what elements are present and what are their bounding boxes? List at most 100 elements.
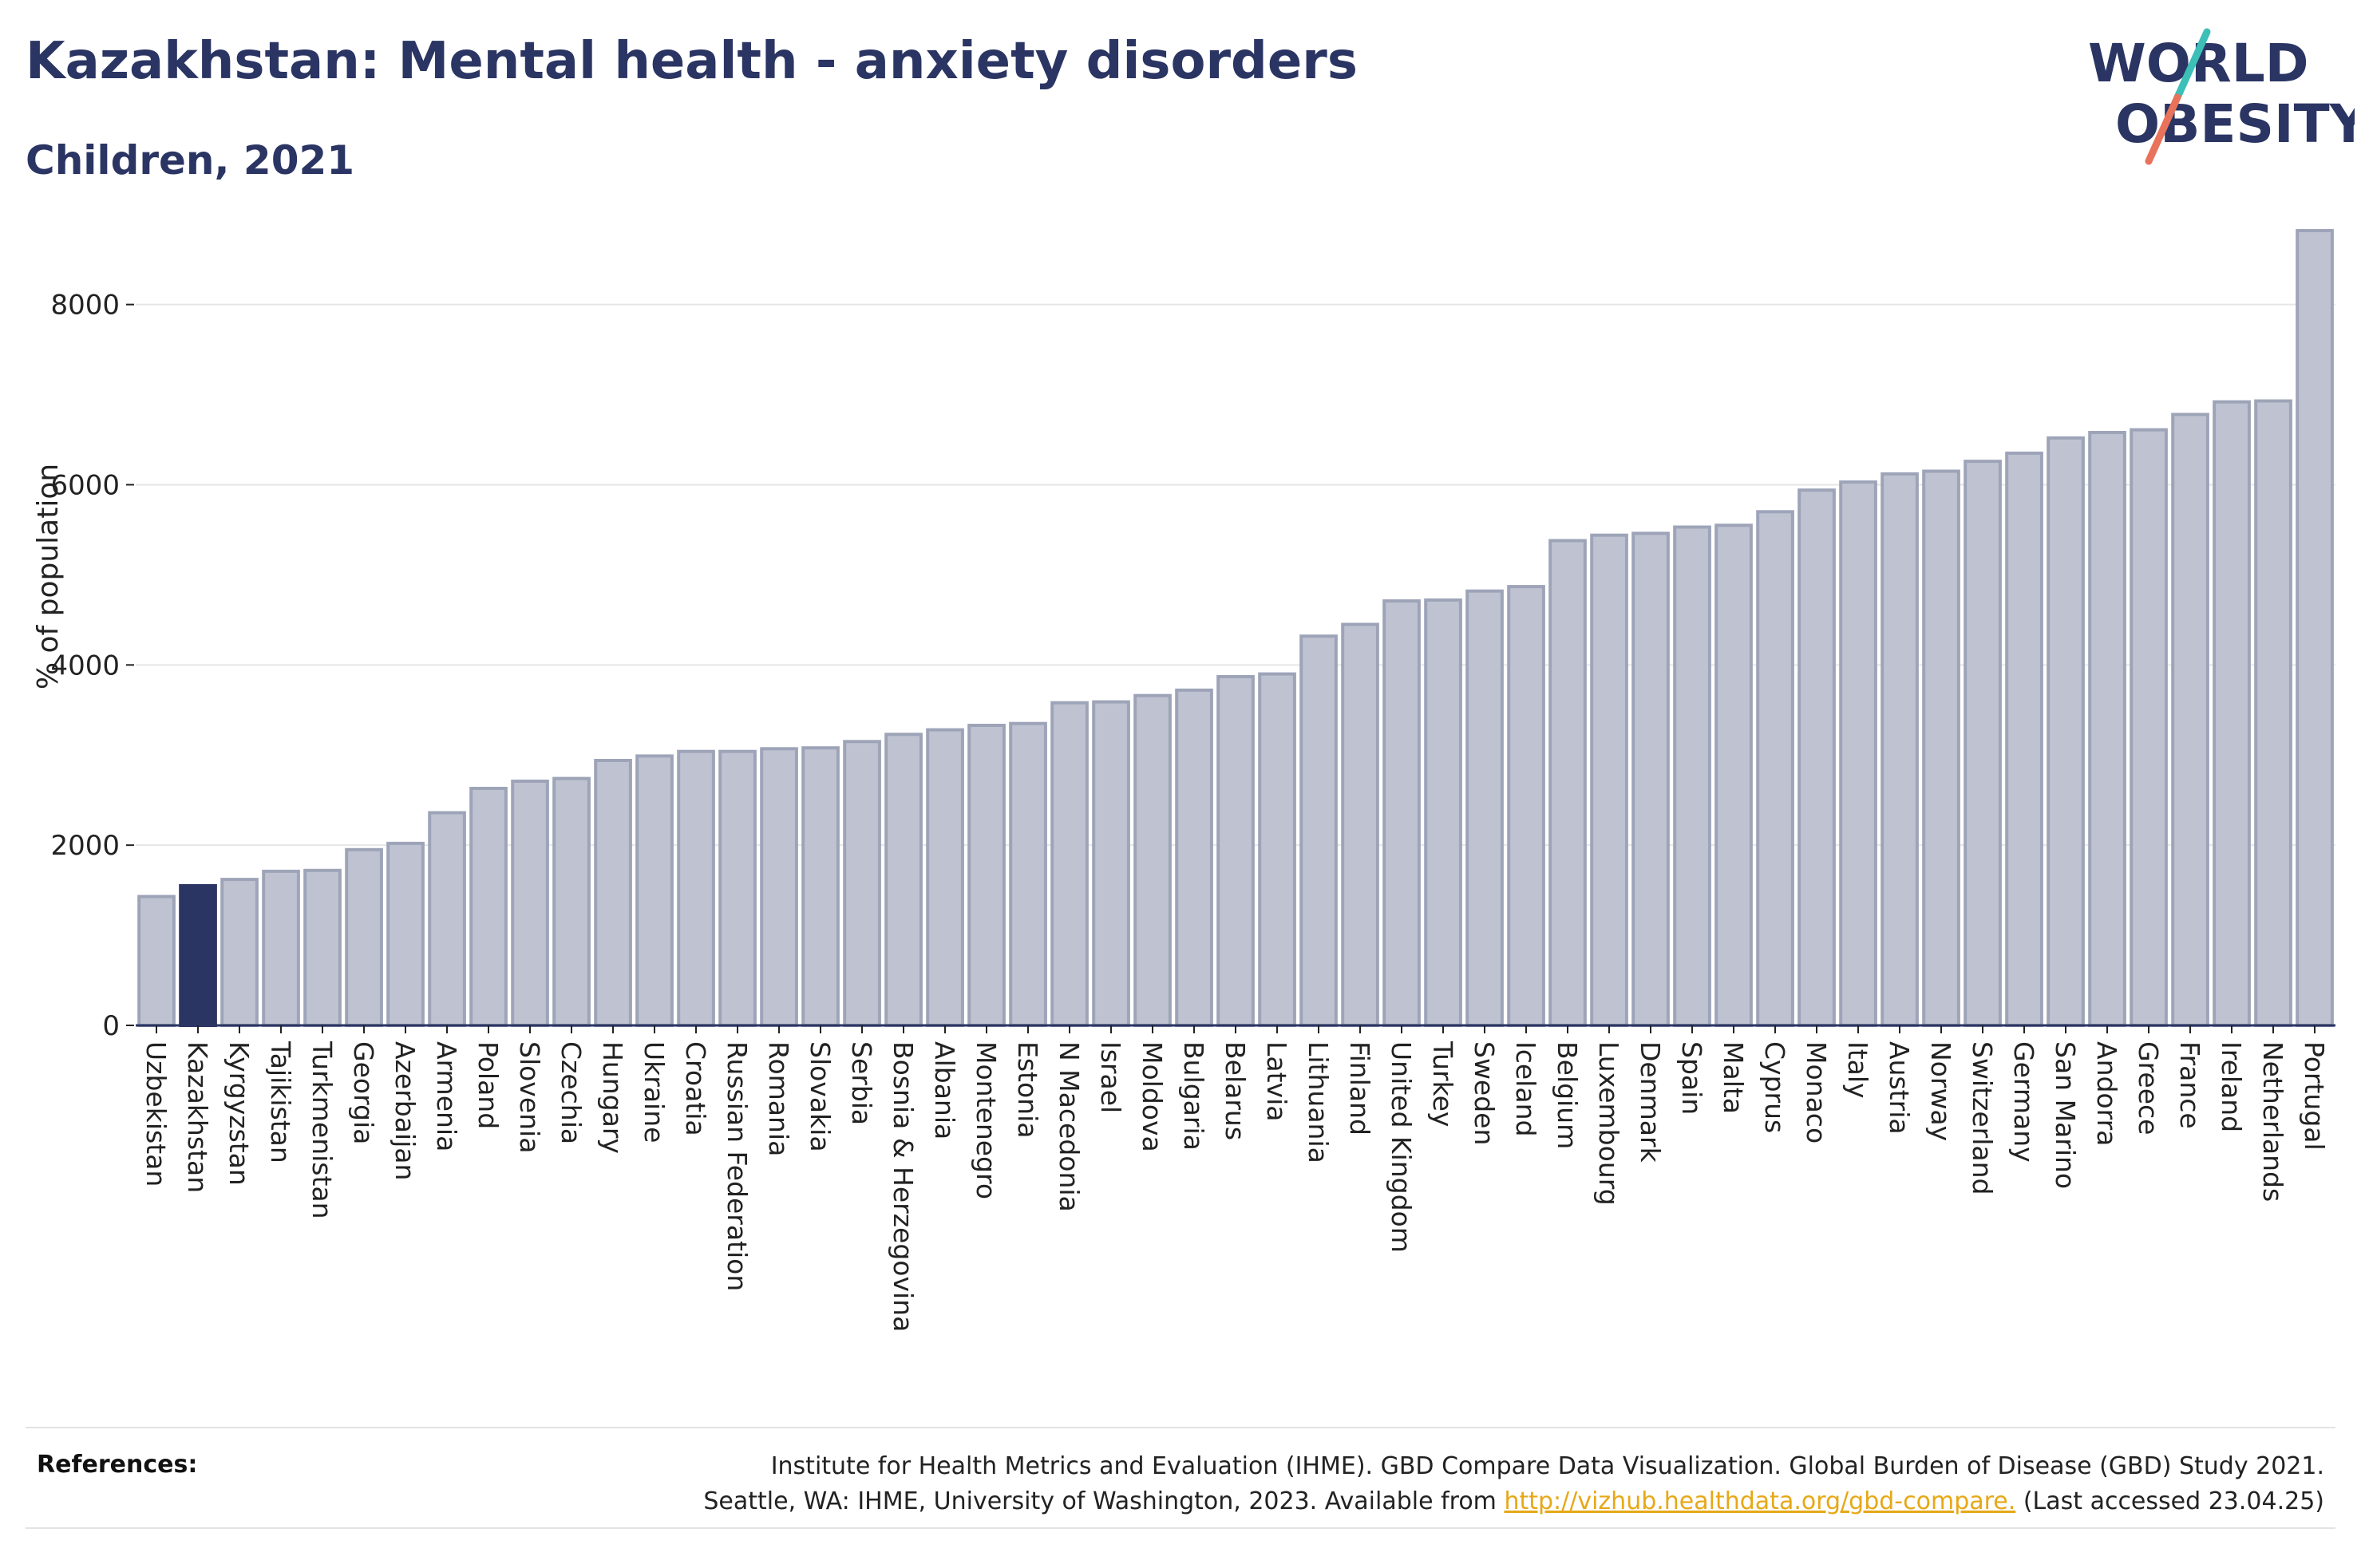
bar-luxembourg[interactable] (1590, 533, 1628, 1027)
bar-montenegro[interactable] (967, 724, 1006, 1027)
bar-slovenia[interactable] (511, 780, 549, 1027)
bar-azerbaijan[interactable] (386, 841, 425, 1028)
bar-denmark[interactable] (1631, 531, 1670, 1027)
x-tick-label-romania: Romania (763, 1041, 794, 1156)
x-tick-label-georgia: Georgia (348, 1041, 379, 1144)
bar-norway[interactable] (1922, 469, 1960, 1027)
y-tick-label-6000: 6000 (50, 469, 120, 501)
logo-slash-bottom (2145, 93, 2181, 165)
logo-slash-top (2173, 28, 2211, 101)
x-tick-label-kyrgyzstan: Kyrgyzstan (223, 1041, 255, 1186)
bar-portugal[interactable] (2296, 229, 2334, 1027)
bar-france[interactable] (2171, 413, 2209, 1027)
bar-lithuania[interactable] (1299, 634, 1338, 1027)
bar-poland[interactable] (469, 787, 508, 1027)
bar-germany[interactable] (2005, 451, 2043, 1027)
bar-turkey[interactable] (1424, 598, 1462, 1027)
bar-czechia[interactable] (552, 776, 591, 1027)
bar-n-macedonia[interactable] (1050, 701, 1089, 1027)
x-tick-label-belgium: Belgium (1552, 1041, 1583, 1149)
bar-ireland[interactable] (2213, 400, 2251, 1028)
bar-romania[interactable] (760, 747, 798, 1027)
x-tick-label-united-kingdom: United Kingdom (1386, 1041, 1417, 1253)
x-tick-label-ireland: Ireland (2216, 1041, 2247, 1132)
bar-bosnia-herzegovina[interactable] (884, 733, 923, 1027)
x-tick-label-moldova: Moldova (1137, 1041, 1168, 1152)
bar-hungary[interactable] (594, 759, 632, 1027)
x-tick-label-malta: Malta (1718, 1041, 1749, 1114)
x-tick-label-portugal: Portugal (2299, 1041, 2330, 1151)
world-obesity-logo: WORLD OBESITY (2088, 28, 2355, 165)
bar-slovakia[interactable] (801, 746, 840, 1027)
references-line-2-suffix: (Last accessed 23.04.25) (2015, 1487, 2324, 1515)
y-tick-label-0: 0 (102, 1010, 120, 1042)
bar-monaco[interactable] (1797, 488, 1836, 1027)
references-panel: References: Institute for Health Metrics… (26, 1427, 2335, 1529)
bar-albania[interactable] (926, 728, 964, 1027)
references-text: Institute for Health Metrics and Evaluat… (703, 1449, 2324, 1519)
x-tick-label-armenia: Armenia (431, 1041, 462, 1151)
x-tick-label-andorra: Andorra (2091, 1041, 2122, 1146)
bar-serbia[interactable] (843, 740, 881, 1027)
bar-sweden[interactable] (1465, 589, 1504, 1027)
bar-ukraine[interactable] (635, 754, 674, 1028)
x-tick-label-tajikistan: Tajikistan (265, 1041, 296, 1163)
x-tick-label-france: France (2174, 1041, 2205, 1129)
x-tick-label-lithuania: Lithuania (1303, 1041, 1334, 1163)
bar-moldova[interactable] (1133, 693, 1172, 1027)
bar-croatia[interactable] (677, 749, 715, 1027)
bar-armenia[interactable] (428, 811, 466, 1027)
references-line-2: Seattle, WA: IHME, University of Washing… (703, 1484, 2324, 1519)
bar-kyrgyzstan[interactable] (220, 878, 259, 1027)
y-tick-label-8000: 8000 (50, 290, 120, 322)
bar-uzbekistan[interactable] (137, 895, 176, 1027)
bar-netherlands[interactable] (2254, 399, 2292, 1027)
bar-united-kingdom[interactable] (1382, 599, 1421, 1028)
bar-israel[interactable] (1092, 700, 1130, 1027)
bar-san-marino[interactable] (2047, 436, 2085, 1027)
bar-latvia[interactable] (1258, 672, 1296, 1027)
references-label: References: (37, 1451, 198, 1479)
bar-spain[interactable] (1673, 525, 1711, 1027)
x-tick-label-netherlands: Netherlands (2257, 1041, 2288, 1202)
bar-estonia[interactable] (1009, 721, 1047, 1027)
bar-switzerland[interactable] (1964, 460, 2002, 1028)
x-tick-label-albania: Albania (929, 1041, 960, 1139)
x-tick-label-germany: Germany (2008, 1041, 2039, 1163)
x-tick-label-iceland: Iceland (1510, 1041, 1541, 1136)
bar-turkmenistan[interactable] (303, 868, 342, 1027)
references-link[interactable]: http://vizhub.healthdata.org/gbd-compare… (1504, 1487, 2016, 1515)
bar-andorra[interactable] (2088, 431, 2126, 1027)
x-tick-label-n-macedonia: N Macedonia (1054, 1041, 1085, 1212)
x-tick-label-italy: Italy (1842, 1041, 1873, 1099)
logo-line-world: WORLD (2088, 33, 2309, 94)
bar-greece[interactable] (2130, 428, 2168, 1028)
bar-belarus[interactable] (1216, 675, 1255, 1027)
x-tick-label-bulgaria: Bulgaria (1178, 1041, 1209, 1151)
bar-austria[interactable] (1880, 472, 1919, 1027)
x-tick-label-uzbekistan: Uzbekistan (140, 1041, 172, 1187)
chart-subtitle: Children, 2021 (26, 137, 355, 184)
bar-cyprus[interactable] (1756, 510, 1794, 1027)
bar-georgia[interactable] (345, 847, 383, 1027)
bar-malta[interactable] (1714, 523, 1753, 1027)
x-tick-label-belarus: Belarus (1220, 1041, 1251, 1140)
bar-finland[interactable] (1341, 622, 1379, 1027)
bar-belgium[interactable] (1548, 539, 1587, 1027)
x-tick-label-greece: Greece (2133, 1041, 2164, 1135)
x-tick-label-switzerland: Switzerland (1967, 1041, 1998, 1195)
x-tick-label-hungary: Hungary (597, 1041, 628, 1154)
x-tick-label-russian-federation: Russian Federation (722, 1041, 753, 1291)
bar-russian-federation[interactable] (718, 749, 757, 1027)
x-tick-label-sweden: Sweden (1469, 1041, 1500, 1145)
bar-chart: 0 2000 4000 6000 8000 Uzbekistan Kazakhstan Ky… (32, 229, 2335, 1332)
bar-iceland[interactable] (1507, 585, 1545, 1028)
x-tick-label-croatia: Croatia (680, 1041, 711, 1136)
x-tick-label-estonia: Estonia (1012, 1041, 1043, 1138)
x-tick-label-denmark: Denmark (1635, 1041, 1666, 1163)
bar-italy[interactable] (1839, 480, 1877, 1028)
bar-tajikistan[interactable] (262, 869, 300, 1028)
bar-bulgaria[interactable] (1175, 688, 1213, 1028)
bar-kazakhstan[interactable] (179, 884, 217, 1027)
y-axis-title: % of population (32, 464, 65, 689)
